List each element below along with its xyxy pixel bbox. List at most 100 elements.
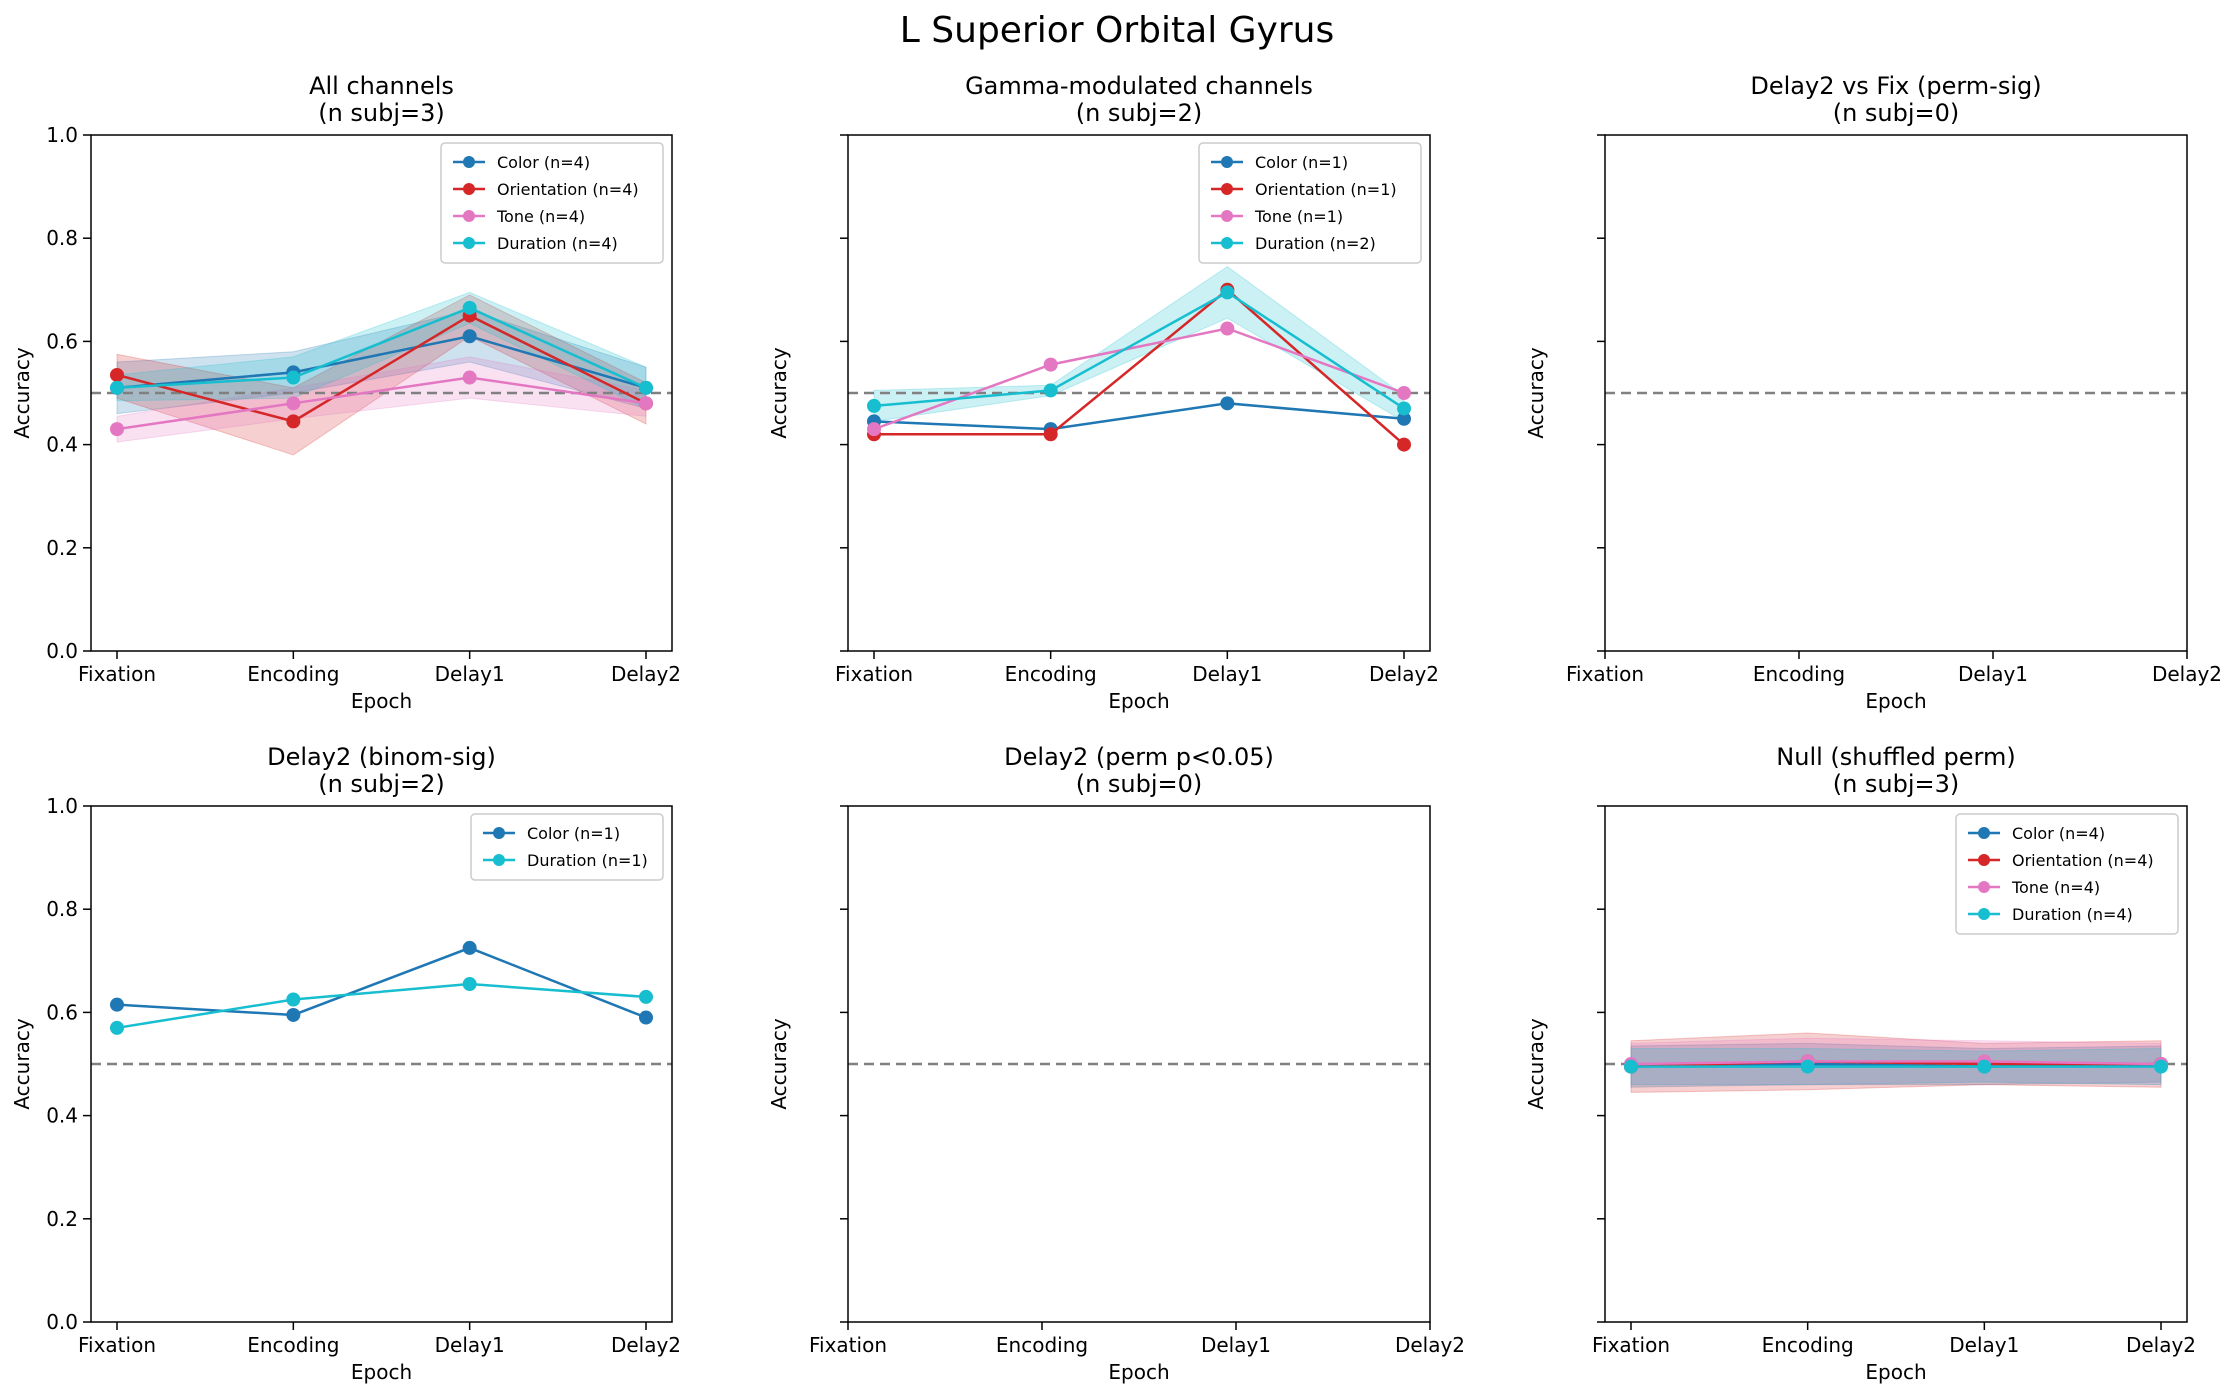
axes-frame [847, 805, 1431, 1323]
data-point-color [286, 1007, 301, 1022]
data-point-duration [2154, 1059, 2168, 1074]
y-axis-label: Accuracy [1524, 1018, 1548, 1109]
series-line-color [116, 946, 647, 1019]
panels: All channels(n subj=3)0.00.20.40.60.81.0… [10, 72, 2222, 1384]
data-point-duration [286, 370, 301, 385]
panel-title: All channels [309, 72, 454, 100]
figure-suptitle: L Superior Orbital Gyrus [900, 10, 1334, 51]
data-point-tone [1043, 357, 1058, 372]
series-line-color [1630, 1062, 2162, 1068]
y-axis-label: Accuracy [10, 347, 34, 438]
panel-subtitle: (n subj=2) [1076, 99, 1203, 127]
axes-frame [90, 134, 673, 652]
legend-label: Color (n=1) [527, 824, 620, 843]
x-tick-label: Delay2 [2126, 1333, 2196, 1357]
legend-marker [1978, 908, 1990, 920]
x-tick-label: Delay1 [435, 662, 505, 686]
legend: Color (n=1) Orientation (n=1) Tone (n=1) Du… [1198, 142, 1422, 264]
data-point-tone [639, 396, 653, 411]
data-point-color [110, 997, 124, 1012]
x-tick-label: Delay1 [1192, 662, 1262, 686]
x-axis-label: Epoch [1108, 1360, 1169, 1384]
x-axis-label: Epoch [1108, 689, 1169, 713]
chart-panel-6: Null (shuffled perm)(n subj=3) Fixation En… [1524, 743, 2196, 1384]
data-point-duration [639, 989, 653, 1004]
legend: Color (n=1) Duration (n=1) [470, 813, 664, 881]
legend-label: Tone (n=1) [1254, 207, 1343, 226]
x-tick-label: Fixation [78, 1333, 156, 1357]
legend-marker [1978, 881, 1990, 893]
data-point-duration [110, 380, 124, 395]
chart-panel-3: Delay2 vs Fix (perm-sig)(n subj=0) Fixati… [1524, 72, 2222, 713]
data-point-tone [110, 422, 124, 437]
y-axis-label: Accuracy [767, 1018, 791, 1109]
x-tick-label: Encoding [1005, 662, 1097, 686]
data-point-duration [1220, 285, 1235, 300]
data-point-orientation [1043, 427, 1058, 442]
legend-label: Duration (n=2) [1255, 234, 1376, 253]
series-line-orientation [874, 288, 1405, 446]
chart-panel-2: Gamma-modulated channels(n subj=2) Fixati… [767, 72, 1439, 713]
series-line-duration [116, 306, 647, 390]
x-tick-label: Delay1 [1949, 1333, 2019, 1357]
y-tick-label: 1.0 [46, 794, 78, 818]
panel-title: Delay2 (perm p<0.05) [1004, 743, 1274, 771]
x-tick-label: Encoding [247, 662, 339, 686]
ci-band-orientation [116, 294, 647, 456]
data-point-duration [639, 380, 653, 395]
y-tick-label: 0.0 [46, 1310, 78, 1334]
legend-label: Color (n=1) [1255, 153, 1348, 172]
x-tick-label: Encoding [996, 1333, 1088, 1357]
x-tick-label: Fixation [835, 662, 913, 686]
data-point-duration [867, 398, 881, 413]
x-tick-label: Fixation [1566, 662, 1644, 686]
y-tick-label: 0.8 [46, 897, 78, 921]
legend-marker [1221, 156, 1233, 168]
chart-panel-1: All channels(n subj=3) 0.0 0.2 0.4 0.6 0.8 1.0… [10, 72, 681, 713]
y-axis-label: Accuracy [10, 1018, 34, 1109]
x-axis-label: Epoch [351, 1360, 412, 1384]
series-line-tone [116, 376, 647, 431]
data-point-tone [286, 396, 301, 411]
x-axis-label: Epoch [1865, 689, 1926, 713]
x-tick-label: Delay2 [611, 1333, 681, 1357]
data-point-duration [286, 992, 301, 1007]
legend-label: Color (n=4) [497, 153, 590, 172]
x-tick-label: Encoding [1753, 662, 1845, 686]
x-tick-label: Fixation [1592, 1333, 1670, 1357]
legend-marker [1221, 210, 1233, 222]
data-point-orientation [110, 367, 124, 382]
y-tick-label: 0.2 [46, 1207, 78, 1231]
series-line-tone [873, 327, 1405, 431]
data-point-color [1397, 411, 1411, 426]
legend-marker [463, 237, 475, 249]
legend: Color (n=4) Orientation (n=4) Tone (n=4) Du… [440, 142, 664, 264]
data-point-duration [1977, 1059, 1992, 1074]
series-line-color [873, 402, 1405, 431]
x-tick-label: Fixation [809, 1333, 887, 1357]
ci-band-tone [116, 356, 647, 443]
y-tick-label: 1.0 [46, 123, 78, 147]
axes-frame [1604, 134, 2188, 652]
data-point-tone [1397, 386, 1411, 400]
data-point-color [462, 329, 477, 344]
legend-marker [1221, 183, 1233, 195]
legend-label: Color (n=4) [2012, 824, 2105, 843]
series-line-color [116, 334, 647, 390]
legend-label: Tone (n=4) [2011, 878, 2100, 897]
data-point-orientation [1397, 437, 1411, 452]
legend-marker [1221, 237, 1233, 249]
panel-title: Delay2 (binom-sig) [267, 743, 496, 771]
x-axis-label: Epoch [351, 689, 412, 713]
legend-marker [1978, 827, 1990, 839]
x-tick-label: Encoding [1762, 1333, 1854, 1357]
panel-title: Gamma-modulated channels [965, 72, 1313, 100]
legend-box [440, 142, 664, 264]
legend-marker [463, 183, 475, 195]
legend-marker [493, 827, 505, 839]
x-tick-label: Delay2 [2152, 662, 2222, 686]
y-tick-label: 0.0 [46, 639, 78, 663]
panel-title: Delay2 vs Fix (perm-sig) [1750, 72, 2041, 100]
data-point-duration [1043, 383, 1058, 398]
